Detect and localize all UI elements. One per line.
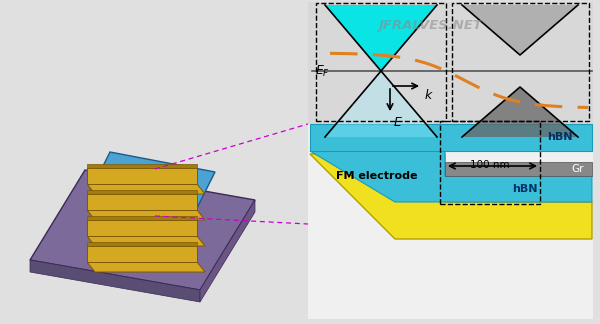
Text: 100 nm: 100 nm <box>470 160 510 170</box>
Bar <box>308 2 593 124</box>
Polygon shape <box>310 154 592 239</box>
Bar <box>316 3 446 121</box>
Polygon shape <box>87 164 197 168</box>
Polygon shape <box>90 152 215 212</box>
Bar <box>452 3 589 121</box>
Text: FM electrode: FM electrode <box>336 171 418 181</box>
Polygon shape <box>200 200 255 302</box>
Polygon shape <box>87 210 205 220</box>
Polygon shape <box>87 194 197 210</box>
Bar <box>440 121 540 204</box>
Polygon shape <box>87 190 197 194</box>
Polygon shape <box>310 151 592 202</box>
Polygon shape <box>87 242 197 246</box>
Polygon shape <box>87 262 205 272</box>
Polygon shape <box>325 5 437 71</box>
Text: JFRALVES.NET: JFRALVES.NET <box>378 19 482 32</box>
Polygon shape <box>87 168 197 184</box>
Text: $k$: $k$ <box>424 88 434 102</box>
Text: Gr: Gr <box>572 164 584 174</box>
Polygon shape <box>30 170 255 290</box>
Polygon shape <box>462 5 578 55</box>
Polygon shape <box>90 192 195 224</box>
Polygon shape <box>445 162 592 176</box>
Polygon shape <box>30 260 200 302</box>
Polygon shape <box>87 236 205 246</box>
Polygon shape <box>87 184 205 194</box>
Text: hBN: hBN <box>547 132 573 142</box>
Polygon shape <box>462 87 578 137</box>
Polygon shape <box>310 124 592 151</box>
Bar <box>308 4 593 319</box>
Text: hBN: hBN <box>512 184 538 194</box>
Polygon shape <box>87 220 197 236</box>
Polygon shape <box>325 71 437 137</box>
Polygon shape <box>87 216 197 220</box>
Text: $E$: $E$ <box>393 116 403 129</box>
Polygon shape <box>87 246 197 262</box>
Text: $E_F$: $E_F$ <box>315 64 330 78</box>
